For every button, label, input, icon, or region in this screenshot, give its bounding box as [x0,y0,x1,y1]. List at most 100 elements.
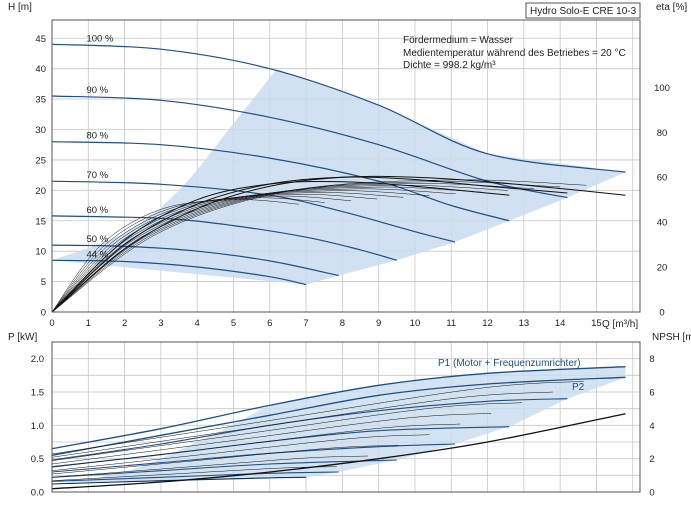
eta-curve-thin [51,195,352,313]
x-tick-label: 4 [195,318,200,329]
upper-y2-tick-label: 0 [659,308,664,319]
speed-label-80: 80 % [86,131,108,142]
power-curve-thin [51,413,492,465]
eta-curve-thin [51,183,535,313]
upper-xlabel: Q [m³/h] [602,319,638,330]
lower-frame [51,341,641,493]
speed-label-70: 70 % [86,170,108,181]
lower-y2-tick-label: 6 [649,388,654,399]
upper-y2-tick-label: 60 [657,173,668,184]
power-curve-thin [51,381,584,455]
eta-curve-thin [51,190,430,313]
x-tick-label: 13 [519,318,530,329]
annotation-density: Dichte = 998.2 kg/m³ [403,60,496,71]
x-tick-label: 10 [410,318,421,329]
annotation-medium: Fördermedium = Wasser [403,35,514,46]
speed-curve-70 [51,180,456,243]
x-tick-label: 3 [158,318,163,329]
legend-p2: P2 [572,382,585,393]
lower-curves [51,366,626,490]
speed-curve-100 [51,43,626,173]
power-curve-thin [51,434,430,471]
upper-y2-tick-label: 80 [657,128,668,139]
x-tick-label: 7 [303,318,308,329]
eta-curve-thin [51,181,561,313]
x-tick-label: 14 [555,318,566,329]
power-curve [51,459,397,478]
power-curve [51,376,626,456]
power-curve-thin [51,455,368,478]
x-tick-label: 2 [122,318,127,329]
speed-label-60: 60 % [86,205,108,216]
lower-range-fill [52,366,626,484]
lower-y2-tick-label: 4 [649,421,654,432]
eta-curve-thin [51,184,508,313]
eta-curve-thin [51,192,404,313]
npsh-curve [51,413,626,490]
upper-range-fill [52,68,626,285]
upper-y-tick-label: 10 [35,247,46,258]
eta-curve-thin [51,197,325,313]
eta-curve-thin [51,193,378,313]
upper-operating-range [52,68,626,285]
upper-y-tick-label: 15 [35,216,46,227]
upper-y2-tick-label: 20 [657,263,668,274]
speed-label-44: 44 % [86,249,108,260]
power-curve-thin [51,445,399,475]
upper-y-tick-label: 0 [41,308,46,319]
power-curve-thin [51,391,553,458]
speed-label-100: 100 % [86,33,113,44]
upper-ylabel-right: eta [%] [656,2,687,13]
power-curve [51,366,626,450]
lower-y2-tick-label: 2 [649,454,654,465]
x-tick-label: 0 [49,318,54,329]
speed-label-90: 90 % [86,85,108,96]
lower-y-tick-label: 2.0 [31,354,44,365]
eta-curve-thin [51,186,482,313]
lower-y2-tick-label: 8 [649,354,654,365]
upper-y-tick-label: 40 [35,64,46,75]
upper-y2-tick-label: 100 [654,83,670,94]
lower-ylabel-left: P [kW] [8,332,37,343]
axes: 0 1 2 3 4 5 6 7 8 9 10 11 12 13 14 15051015202530354045… [31,19,670,499]
lower-y-tick-label: 1.0 [31,421,44,432]
x-tick-label: 11 [446,318,456,329]
upper-y-tick-label: 30 [35,125,46,136]
upper-y-tick-label: 5 [41,277,46,288]
lower-ylabel-right: NPSH [m] [652,332,691,343]
eta-curve-thin [51,199,299,313]
x-tick-label: 5 [231,318,236,329]
upper-curves: 100 % 90 % 80 % 70 % 60 % 50 % 44 % [51,33,626,313]
lower-y-tick-label: 0.5 [31,454,44,465]
power-curve [51,471,339,482]
upper-ylabel-left: H [m] [8,2,32,13]
x-tick-label: 15 [591,318,602,329]
upper-y-tick-label: 35 [35,95,46,106]
eta-curve [51,180,510,313]
x-tick-label: 9 [376,318,381,329]
x-tick-label: 1 [86,318,91,329]
speed-curve-44 [51,259,307,286]
upper-frame [51,19,641,313]
speed-curve-80 [51,141,510,222]
x-tick-label: 12 [482,318,493,329]
lower-y-tick-label: 1.5 [31,388,44,399]
x-tick-label: 6 [267,318,272,329]
lower-y-tick-label: 0.0 [31,488,44,499]
lower-y2-tick-label: 0 [649,488,654,499]
upper-y2-tick-label: 40 [657,218,668,229]
upper-y-tick-label: 25 [35,155,46,166]
title-box [525,2,641,19]
eta-curve-thin [51,179,587,313]
upper-y-tick-label: 20 [35,186,46,197]
legend-p1: P1 (Motor + Frequenzumrichter) [438,358,581,369]
x-tick-label: 8 [340,318,345,329]
power-curve-thin [51,402,523,461]
lower-operating-range [52,366,626,484]
chart-title: Hydro Solo-E CRE 10-3 [530,6,637,17]
power-curve-thin [51,423,461,468]
speed-curve-50 [51,244,339,277]
eta-curve-thin [51,188,456,313]
